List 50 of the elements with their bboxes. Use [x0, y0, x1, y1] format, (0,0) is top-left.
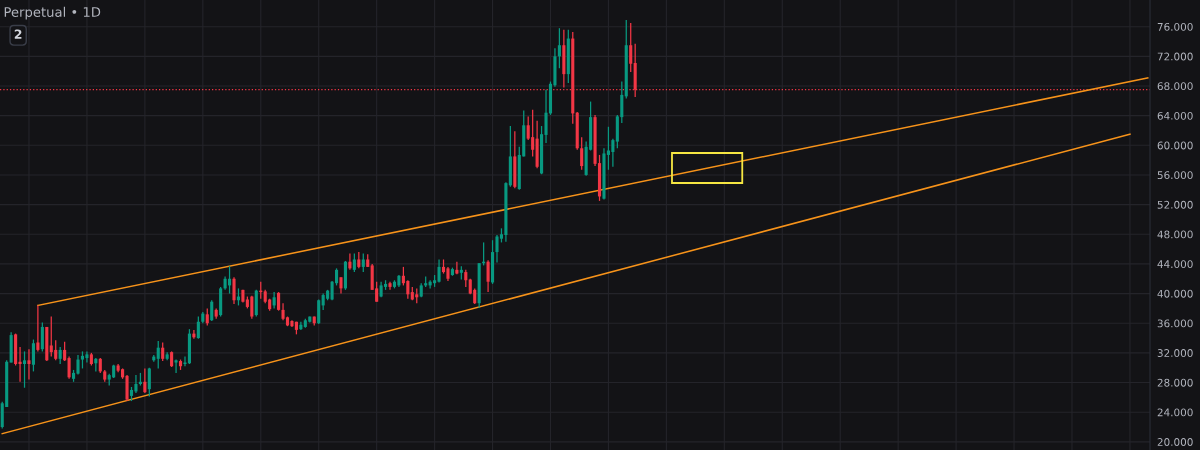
candlestick — [147, 367, 151, 398]
y-tick-label: 60.000 — [1157, 141, 1193, 150]
candlestick — [232, 276, 236, 305]
y-tick-label: 52.000 — [1157, 200, 1193, 209]
candlestick — [67, 355, 71, 380]
candlestick — [455, 261, 459, 275]
y-tick-label: 28.000 — [1157, 378, 1193, 387]
candlestick — [54, 339, 58, 361]
y-tick-label: 68.000 — [1157, 82, 1193, 91]
candlestick — [317, 298, 321, 325]
y-tick-label: 48.000 — [1157, 230, 1193, 239]
y-tick-label: 24.000 — [1157, 408, 1193, 417]
candlestick — [134, 374, 138, 394]
candlestick — [49, 315, 53, 358]
candlestick — [557, 27, 561, 69]
candlestick — [40, 321, 44, 353]
candlestick — [629, 22, 633, 73]
candlestick — [36, 304, 40, 353]
candlestick — [352, 252, 356, 273]
candlestick — [611, 138, 615, 168]
y-tick-label: 64.000 — [1157, 111, 1193, 120]
candlestick — [580, 136, 584, 171]
candlestick — [250, 295, 254, 320]
candlestick — [361, 252, 365, 273]
candlestick — [22, 350, 27, 389]
chart-title: Perpetual • 1D — [4, 6, 101, 20]
annotation: 2 — [14, 29, 22, 39]
y-tick-label: 40.000 — [1157, 289, 1193, 298]
candlestick — [143, 367, 147, 394]
candlestick — [27, 348, 31, 381]
y-tick-label: 36.000 — [1157, 319, 1193, 328]
candlestick — [174, 358, 178, 374]
y-tick-label: 72.000 — [1157, 52, 1193, 61]
candlestick — [63, 341, 67, 362]
candlestick — [531, 109, 535, 158]
candlestick — [196, 315, 200, 340]
candlestick — [31, 338, 35, 373]
y-tick-label: 76.000 — [1157, 22, 1193, 31]
candlestick — [161, 341, 165, 362]
y-tick-label: 32.000 — [1157, 349, 1193, 357]
candlestick — [156, 340, 160, 370]
candlestick — [406, 279, 410, 300]
candlestick — [495, 234, 499, 264]
candlestick — [277, 291, 281, 312]
y-tick-label: 44.000 — [1157, 260, 1193, 269]
candlestick — [210, 299, 214, 322]
candlestick — [85, 350, 89, 364]
y-tick-label: 56.000 — [1157, 171, 1193, 180]
y-tick-label: 20.000 — [1157, 438, 1193, 446]
candlestick — [486, 259, 490, 293]
